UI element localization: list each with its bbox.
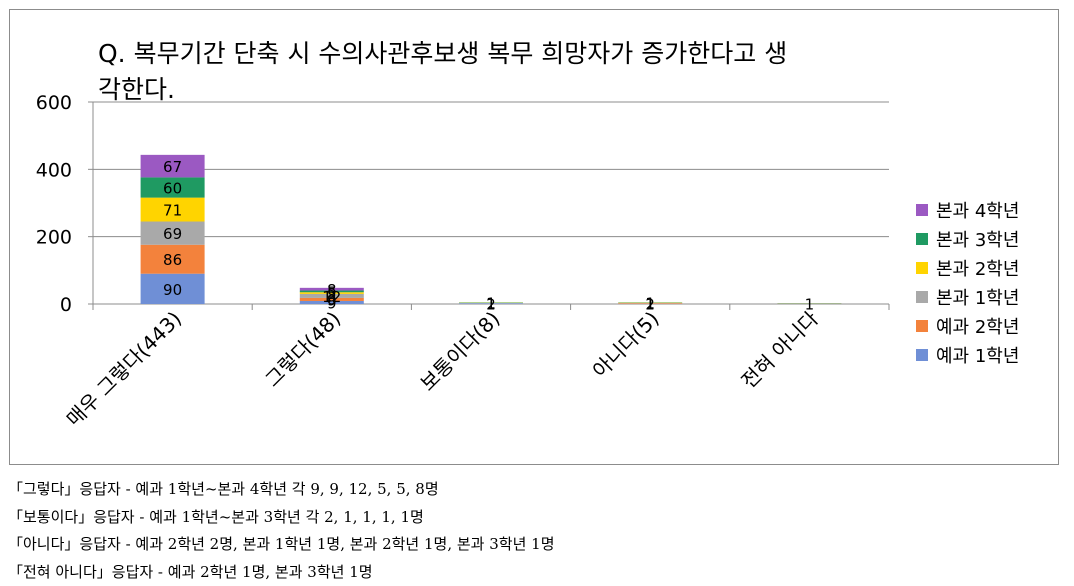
legend-label: 본과 2학년	[936, 259, 1019, 280]
data-label: 8	[327, 281, 337, 299]
data-label: 90	[163, 281, 182, 299]
chart-title: Q. 복무기간 단축 시 수의사관후보생 복무 희망자가 증가한다고 생 각한다…	[98, 36, 998, 108]
data-label: 1	[645, 294, 655, 312]
x-category-label: 그렇다(48)	[260, 307, 345, 392]
data-label: 67	[163, 158, 182, 176]
data-label: 1	[486, 294, 496, 312]
y-tick-label: 0	[60, 294, 72, 316]
y-tick-label: 200	[36, 227, 72, 249]
legend-label: 본과 4학년	[936, 201, 1019, 222]
footnote-agree: 「그렇다」응답자 - 예과 1학년~본과 4학년 각 9, 9, 12, 5, …	[8, 476, 1068, 504]
legend-swatch	[916, 320, 928, 332]
bars	[141, 155, 842, 304]
legend-swatch	[916, 291, 928, 303]
data-label: 69	[163, 225, 182, 243]
legend-swatch	[916, 262, 928, 274]
footnote-neutral: 「보통이다」응답자 - 예과 1학년~본과 3학년 각 2, 1, 1, 1, …	[8, 504, 1068, 532]
data-label: 1	[805, 295, 815, 313]
x-category-label: 보통이다(8)	[415, 307, 504, 396]
y-tick-label: 400	[36, 159, 72, 181]
y-tick-label: 600	[36, 92, 72, 114]
data-label: 86	[163, 251, 182, 269]
x-category-label: 전혀 아니다	[736, 307, 823, 394]
legend-label: 본과 1학년	[936, 288, 1019, 309]
chart-frame: 0 200 400 600 매우 그렇다(443) 그렇다(48) 보통이다(8) 아니다(5…	[9, 9, 1059, 465]
legend-label: 예과 2학년	[936, 317, 1019, 338]
gridlines	[93, 102, 889, 237]
data-label: 71	[163, 202, 182, 220]
legend-swatch	[916, 349, 928, 361]
legend-swatch	[916, 204, 928, 216]
legend-label: 예과 1학년	[936, 346, 1019, 367]
x-category-label: 매우 그렇다(443)	[62, 307, 187, 432]
legend-swatch	[916, 233, 928, 245]
x-category-label: 아니다(5)	[588, 307, 664, 383]
data-label: 60	[163, 180, 182, 198]
legend-label: 본과 3학년	[936, 230, 1019, 251]
footnotes: 「그렇다」응답자 - 예과 1학년~본과 4학년 각 9, 9, 12, 5, …	[8, 476, 1068, 586]
footnote-disagree: 「아니다」응답자 - 예과 2학년 2명, 본과 1학년 1명, 본과 2학년 …	[8, 531, 1068, 559]
